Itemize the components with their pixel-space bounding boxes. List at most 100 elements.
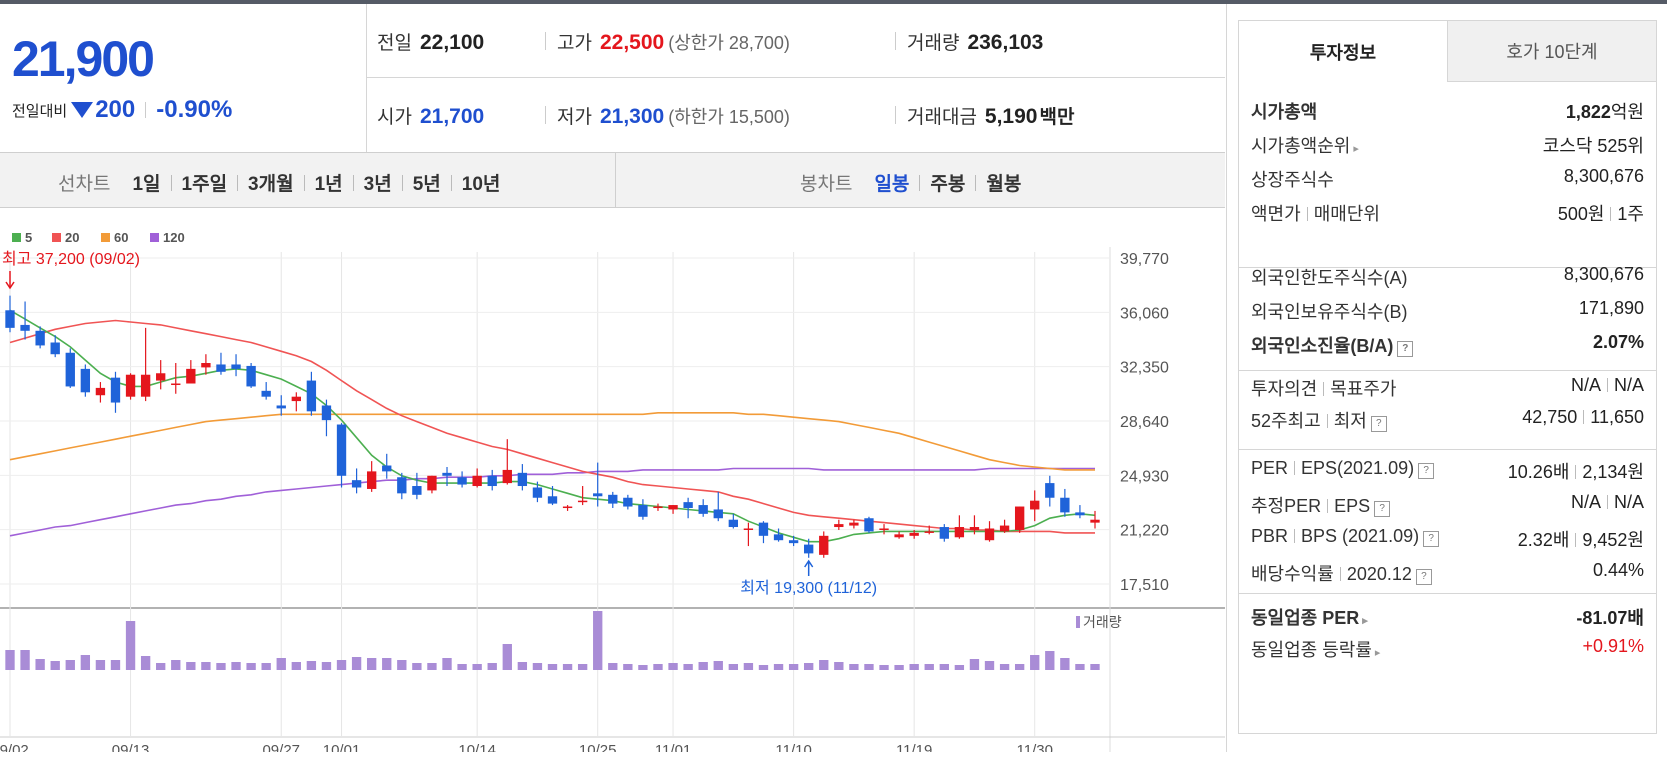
- period-3m[interactable]: 3개월: [248, 174, 294, 195]
- volume-bar: [321, 662, 332, 670]
- foreign-ratio-label: 외국인소진율(B/A): [1251, 336, 1394, 356]
- period-1y[interactable]: 1년: [314, 174, 343, 195]
- stat-value: 21,300: [599, 105, 665, 128]
- row-52week: 52주최고 최저? 42,750 11,650: [1251, 407, 1644, 437]
- week52-high-label: 52주최고: [1251, 411, 1321, 431]
- info-label: 액면가 매매단위: [1251, 200, 1380, 226]
- candle-body: [502, 469, 512, 484]
- period-5y[interactable]: 5년: [412, 174, 441, 195]
- stat-label: 저가: [557, 107, 592, 128]
- info-value: N/A N/A: [1571, 492, 1644, 513]
- week52-low-value: 11,650: [1590, 407, 1644, 427]
- candle-monthly[interactable]: 월봉: [986, 174, 1022, 195]
- candle-body: [156, 373, 166, 381]
- candle-body: [427, 475, 437, 491]
- candle-body: [201, 363, 211, 368]
- volume-bar: [788, 664, 799, 670]
- help-icon[interactable]: ?: [1374, 501, 1391, 517]
- divider: [401, 174, 403, 191]
- info-value: 0.44%: [1592, 560, 1644, 580]
- volume-bar: [412, 663, 422, 670]
- candle-body: [999, 525, 1010, 532]
- price-stats: 전일 22,100 고가 22,500 (상한가 28,700) 거래량 236,103…: [367, 4, 1225, 152]
- candle-body: [562, 506, 573, 509]
- bps-label: BPS (2021.09): [1301, 526, 1420, 546]
- diff-percent: -0.90%: [156, 96, 233, 123]
- diff-amount: 200: [95, 96, 136, 123]
- candle-body: [125, 374, 136, 397]
- target-price-label: 목표주가: [1330, 379, 1397, 399]
- info-label: 시가총액순위 ▸: [1251, 132, 1359, 158]
- period-1w[interactable]: 1주일: [181, 174, 228, 195]
- help-icon[interactable]: ?: [1397, 341, 1414, 357]
- stat-open: 시가 21,700: [377, 102, 484, 129]
- volume-bar: [246, 663, 256, 670]
- volume-bar: [532, 663, 543, 670]
- line-chart-label[interactable]: 선차트: [58, 174, 111, 195]
- divider: [303, 174, 305, 191]
- period-10y[interactable]: 10년: [461, 174, 501, 195]
- candle-weekly[interactable]: 주봉: [930, 174, 966, 195]
- candle-chart-periods: 봉차트 일봉 주봉 월봉: [800, 169, 1021, 196]
- candle-body: [1014, 506, 1025, 530]
- candle-body: [246, 365, 256, 387]
- candle-body: [909, 532, 919, 536]
- divider: [895, 32, 896, 50]
- divider: [895, 106, 896, 124]
- volume-bar: [397, 660, 407, 670]
- candle-body: [186, 368, 196, 384]
- stock-chart[interactable]: 09/02 09/13 09/27 10/01 10/14 10/25 11/01 11/10…: [0, 207, 1225, 757]
- candle-body: [969, 527, 980, 530]
- chevron-right-icon: ▸: [1374, 647, 1381, 659]
- candle-body: [171, 383, 181, 386]
- stat-label: 시가: [377, 107, 412, 128]
- volume-bar: [577, 664, 588, 670]
- candle-body: [623, 497, 633, 507]
- y-tick-label: 39,770: [1120, 251, 1169, 268]
- per-label: PER: [1251, 458, 1289, 478]
- volume-bar: [849, 664, 859, 670]
- candle-body: [984, 528, 995, 541]
- help-icon[interactable]: ?: [1370, 416, 1387, 432]
- volume-bar: [472, 664, 482, 670]
- stat-label: 전일: [377, 33, 412, 54]
- tab-order-book[interactable]: 호가 10단계: [1448, 21, 1656, 81]
- candle-body: [773, 534, 784, 541]
- legend-label: 5: [25, 230, 32, 245]
- candle-body: [5, 310, 15, 328]
- stat-label: 고가: [557, 33, 592, 54]
- row-industry-rate[interactable]: 동일업종 등락률 ▸ +0.91%: [1251, 636, 1644, 666]
- candle-body: [110, 377, 121, 403]
- investment-info-panel: 투자정보 호가 10단계 시가총액 1,822억원 시가총액순위 ▸ 코스닥 52…: [1238, 20, 1657, 734]
- y-tick-label: 32,350: [1120, 360, 1169, 377]
- candlestick-chart-svg[interactable]: 09/02 09/13 09/27 10/01 10/14 10/25 11/01 11/10…: [0, 207, 1225, 757]
- divider: [1583, 410, 1585, 424]
- help-icon[interactable]: ?: [1423, 531, 1440, 547]
- volume-bar: [1045, 651, 1055, 670]
- period-1d[interactable]: 1일: [132, 174, 161, 195]
- market-cap-unit: 억원: [1610, 102, 1644, 122]
- volume-bar: [35, 659, 45, 670]
- dividend-label: 배당수익률: [1251, 564, 1334, 584]
- candle-body: [366, 471, 377, 489]
- help-icon[interactable]: ?: [1415, 569, 1432, 585]
- volume-bar: [80, 655, 91, 670]
- candle-chart-label[interactable]: 봉차트: [800, 174, 853, 195]
- candle-body: [638, 505, 648, 517]
- volume-bar: [758, 665, 769, 670]
- help-icon[interactable]: ?: [1418, 463, 1435, 479]
- row-market-cap-rank[interactable]: 시가총액순위 ▸ 코스닥 525위: [1251, 132, 1644, 162]
- divider: [450, 174, 452, 191]
- volume-bar: [231, 662, 241, 670]
- candle-daily[interactable]: 일봉: [874, 174, 910, 195]
- info-value: 2.07%: [1592, 332, 1644, 352]
- tab-investment-info[interactable]: 투자정보: [1239, 21, 1448, 82]
- row-industry-per[interactable]: 동일업종 PER ▸ -81.07배: [1251, 604, 1644, 634]
- volume-bar: [5, 650, 15, 670]
- volume-bar: [1014, 664, 1025, 670]
- x-tick-label: 09/13: [112, 742, 150, 752]
- period-3y[interactable]: 3년: [363, 174, 392, 195]
- volume-bar: [382, 658, 392, 670]
- bps-value: 9,452원: [1582, 530, 1644, 550]
- stat-prev-close: 전일 22,100: [377, 28, 484, 55]
